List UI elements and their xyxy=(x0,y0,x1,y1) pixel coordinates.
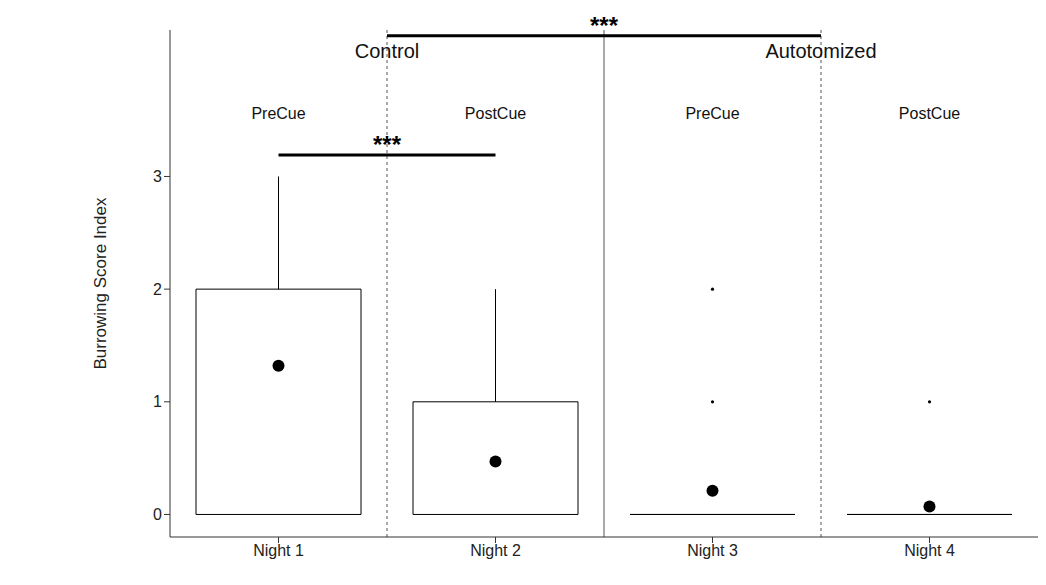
svg-text:Night 4: Night 4 xyxy=(904,542,955,559)
svg-text:PostCue: PostCue xyxy=(899,105,960,122)
svg-text:1: 1 xyxy=(153,393,162,410)
svg-text:Burrowing Score Index: Burrowing Score Index xyxy=(91,197,110,369)
svg-text:0: 0 xyxy=(153,506,162,523)
svg-text:Night 3: Night 3 xyxy=(687,542,738,559)
svg-text:Night 1: Night 1 xyxy=(253,542,304,559)
svg-text:Control: Control xyxy=(355,40,419,62)
svg-text:PreCue: PreCue xyxy=(685,105,739,122)
svg-text:PreCue: PreCue xyxy=(251,105,305,122)
svg-text:***: *** xyxy=(373,131,402,158)
svg-text:Autotomized: Autotomized xyxy=(765,40,876,62)
svg-text:***: *** xyxy=(590,12,619,39)
svg-text:2: 2 xyxy=(153,281,162,298)
svg-text:PostCue: PostCue xyxy=(465,105,526,122)
svg-text:Night 2: Night 2 xyxy=(470,542,521,559)
svg-text:3: 3 xyxy=(153,168,162,185)
